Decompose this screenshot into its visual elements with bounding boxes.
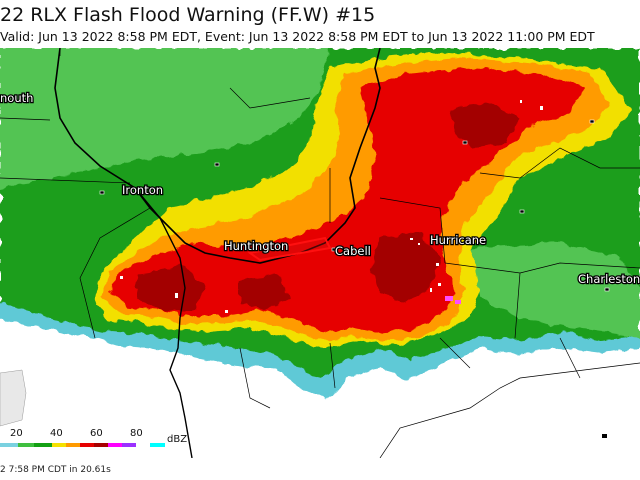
state-boundary-line	[54, 48, 381, 264]
city-label-huntington: Huntington	[224, 239, 288, 253]
boundary-lines	[0, 48, 640, 458]
city-label-hurricane: Hurricane	[430, 233, 486, 247]
radar-lightgreen-patches	[0, 48, 640, 338]
legend-tick-80: 80	[130, 428, 143, 439]
city-label-portsmouth: nouth	[0, 91, 33, 105]
legend-unit: dBZ	[167, 434, 187, 445]
legend-tick-20: 20	[10, 428, 23, 439]
title-bar: 22 RLX Flash Flood Warning (FF.W) #15 Va…	[0, 0, 640, 48]
city-labels: nouth Ironton Huntington Cabell Hurrican…	[0, 90, 640, 288]
footer: 2 7:58 PM CDT in 20.61s	[0, 458, 640, 480]
map-title: 22 RLX Flash Flood Warning (FF.W) #15	[0, 4, 376, 26]
radar-darkred-cores	[135, 103, 520, 310]
no-data-region	[0, 369, 27, 427]
legend-tick-60: 60	[90, 428, 103, 439]
city-label-ironton: Ironton	[122, 183, 163, 197]
valid-time-subtitle: Valid: Jun 13 2022 8:58 PM EDT, Event: J…	[0, 29, 595, 44]
radar-high-reflectivity-specks	[120, 100, 543, 313]
dbz-legend: 20 40 60 80 dBZ	[0, 428, 607, 447]
city-markers	[99, 119, 610, 292]
city-label-charleston: Charleston	[578, 272, 640, 286]
flash-flood-warning-polygon	[247, 236, 332, 262]
county-line	[0, 48, 640, 409]
legend-tick-40: 40	[50, 428, 63, 439]
radar-reflectivity	[0, 48, 640, 458]
river-boundary-line	[134, 187, 193, 458]
ohio-boundary-right	[379, 362, 640, 458]
city-label-cabell: Cabell	[335, 244, 371, 258]
radar-map: nouth Ironton Huntington Cabell Hurrican…	[0, 48, 640, 458]
render-time-footer: 2 7:58 PM CDT in 20.61s	[0, 465, 111, 475]
